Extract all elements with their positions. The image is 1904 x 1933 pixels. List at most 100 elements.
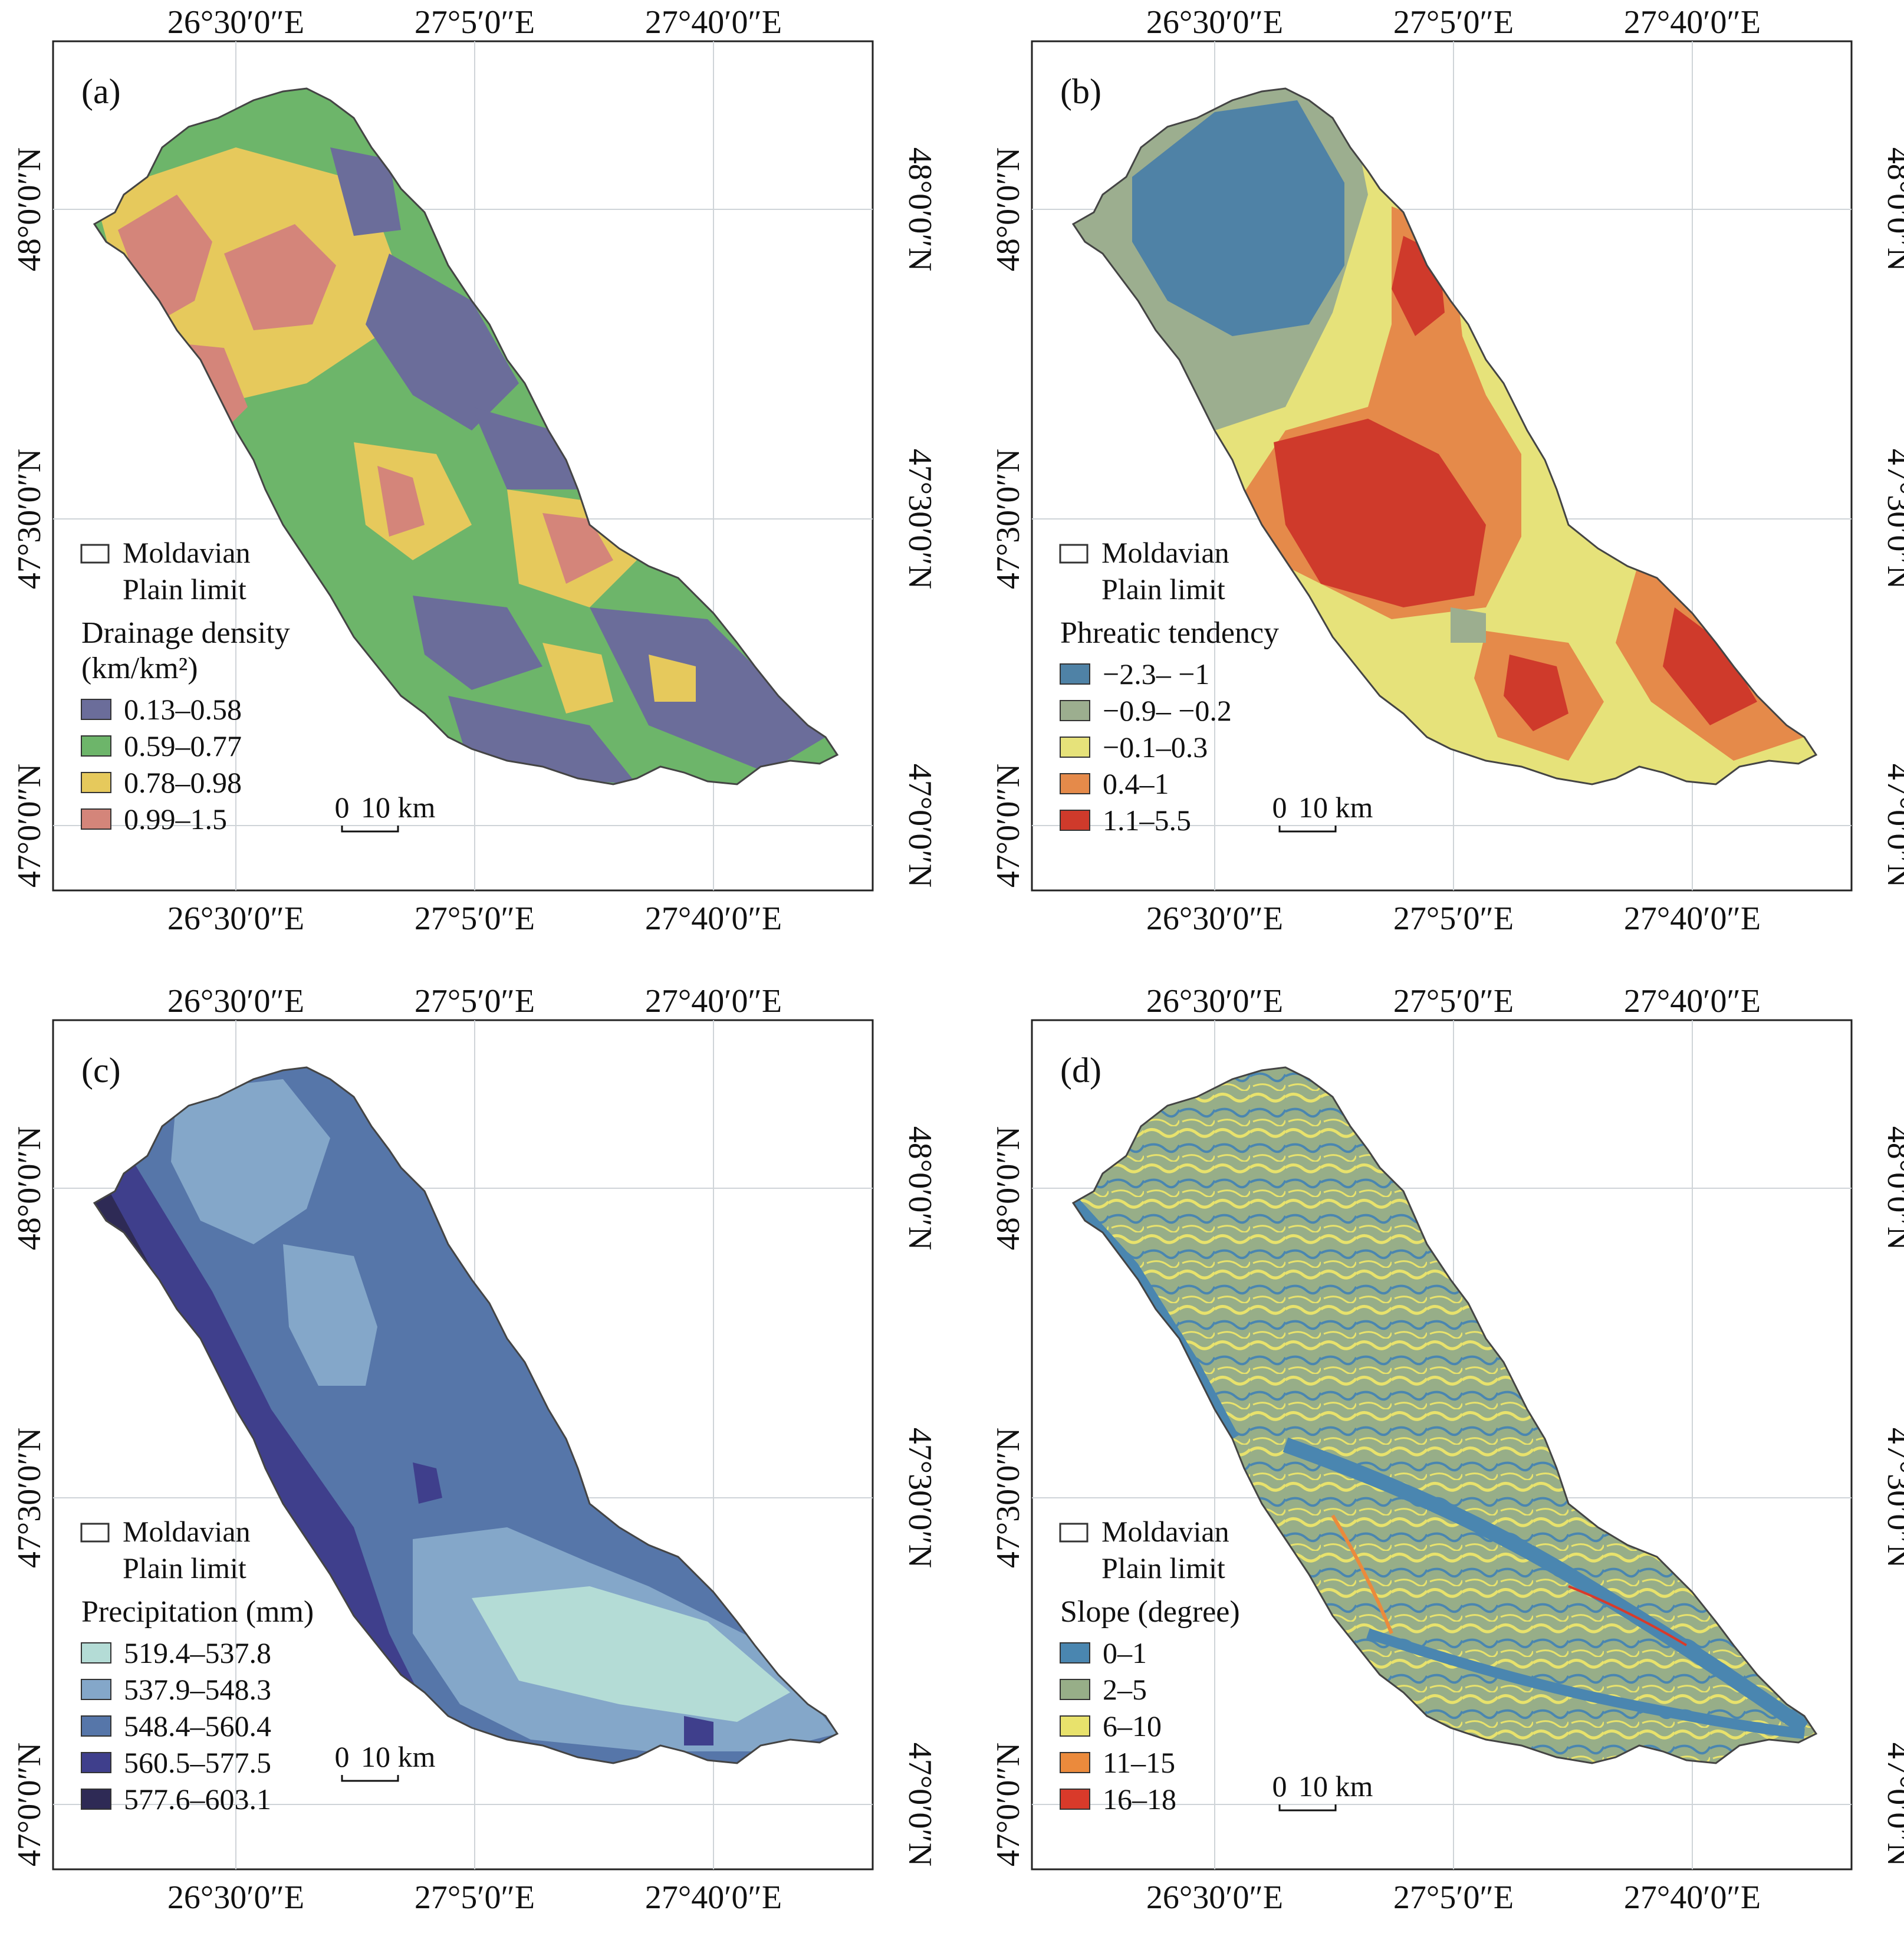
scale-bar <box>341 1775 399 1782</box>
legend-class-label: 0.99–1.5 <box>124 803 227 836</box>
lat-label-left: 47°30′0″N <box>11 1428 48 1568</box>
lon-label-top: 27°5′0″E <box>1393 4 1514 41</box>
panel-label: (c) <box>81 1051 121 1090</box>
legend-swatch <box>81 1715 111 1737</box>
scale-bar-zero: 0 <box>1272 791 1287 824</box>
scale-bar <box>1278 826 1337 833</box>
legend-swatch <box>81 772 111 793</box>
lon-label-bottom: 27°40′0″E <box>1624 900 1761 937</box>
plain-limit-label: Moldavian <box>123 1515 251 1548</box>
lon-label-bottom: 27°5′0″E <box>1393 1879 1514 1916</box>
lat-label-right: 48°0′0″N <box>902 1126 938 1250</box>
lat-label-left: 48°0′0″N <box>990 1126 1027 1250</box>
lat-label-right: 48°0′0″N <box>902 147 938 271</box>
plain-limit-label: Plain limit <box>123 573 246 606</box>
legend-class-label: 560.5–577.5 <box>124 1746 271 1779</box>
panel-d <box>1031 1019 1853 1870</box>
legend-swatch <box>81 699 111 720</box>
scale-bar-value: 10 km <box>1298 1770 1373 1803</box>
legend-class-label: 1.1–5.5 <box>1103 804 1191 837</box>
legend-class-label: 2–5 <box>1103 1673 1147 1706</box>
legend-title: Drainage density <box>81 616 290 650</box>
panel-b <box>1031 40 1853 892</box>
legend-swatch <box>1060 1715 1090 1737</box>
lon-label-top: 26°30′0″E <box>167 4 304 41</box>
lat-label-left: 47°0′0″N <box>11 764 48 887</box>
lat-label-right: 47°30′0″N <box>1880 1428 1904 1568</box>
lon-label-bottom: 26°30′0″E <box>167 900 304 937</box>
lat-label-right: 48°0′0″N <box>1880 147 1904 271</box>
lat-label-right: 47°0′0″N <box>1880 764 1904 887</box>
legend-class-label: 519.4–537.8 <box>124 1636 271 1669</box>
legend-swatch <box>1060 810 1090 831</box>
lon-label-top: 26°30′0″E <box>1146 983 1283 1020</box>
panel-label: (d) <box>1060 1051 1101 1090</box>
legend-class-label: 0.4–1 <box>1103 767 1169 800</box>
legend-swatch <box>81 808 111 830</box>
lon-label-bottom: 27°5′0″E <box>415 900 535 937</box>
lon-label-top: 27°5′0″E <box>415 4 535 41</box>
lat-label-left: 47°0′0″N <box>11 1743 48 1866</box>
plain-limit-label: Plain limit <box>1101 573 1225 606</box>
legend-class-label: −2.3– −1 <box>1103 658 1209 691</box>
lon-label-top: 27°40′0″E <box>1624 983 1761 1020</box>
legend-class-label: 537.9–548.3 <box>124 1673 271 1706</box>
legend-class-label: −0.1–0.3 <box>1103 731 1208 764</box>
lon-label-bottom: 27°5′0″E <box>1393 900 1514 937</box>
lat-label-left: 47°30′0″N <box>11 449 48 589</box>
scale-bar-zero: 0 <box>335 791 350 824</box>
lat-label-left: 47°30′0″N <box>990 1428 1027 1568</box>
lat-label-right: 48°0′0″N <box>1880 1126 1904 1250</box>
lat-label-left: 47°0′0″N <box>990 764 1027 887</box>
lon-label-top: 27°5′0″E <box>1393 983 1514 1020</box>
lat-label-right: 47°0′0″N <box>902 764 938 887</box>
lat-label-right: 47°0′0″N <box>902 1743 938 1866</box>
scale-bar-zero: 0 <box>1272 1770 1287 1803</box>
legend-class-label: 548.4–560.4 <box>124 1710 271 1743</box>
lat-label-left: 48°0′0″N <box>11 147 48 271</box>
lat-label-right: 47°30′0″N <box>902 1428 938 1568</box>
lon-label-bottom: 27°5′0″E <box>415 1879 535 1916</box>
legend-title: Slope (degree) <box>1060 1595 1240 1629</box>
lon-label-bottom: 26°30′0″E <box>1146 1879 1283 1916</box>
plain-limit-label: Moldavian <box>123 536 251 569</box>
plain-limit-swatch <box>80 1523 110 1543</box>
lon-label-top: 27°5′0″E <box>415 983 535 1020</box>
legend-title: Phreatic tendency <box>1060 616 1279 650</box>
scale-bar-value: 10 km <box>361 1740 436 1773</box>
legend-title: (km/km²) <box>81 652 198 685</box>
scale-bar <box>341 826 399 833</box>
lon-label-top: 27°40′0″E <box>645 983 782 1020</box>
panel-a <box>52 40 874 892</box>
legend-class-label: 6–10 <box>1103 1710 1162 1743</box>
legend-swatch <box>81 1679 111 1700</box>
lon-label-bottom: 27°40′0″E <box>1624 1879 1761 1916</box>
lon-label-top: 26°30′0″E <box>167 983 304 1020</box>
lat-label-right: 47°30′0″N <box>902 449 938 589</box>
panel-c <box>52 1019 874 1870</box>
legend-swatch <box>1060 700 1090 721</box>
legend-swatch <box>1060 773 1090 794</box>
legend-class-label: 577.6–603.1 <box>124 1783 271 1816</box>
lon-label-bottom: 26°30′0″E <box>1146 900 1283 937</box>
labels-layer: 26°30′0″E 26°30′0″E 27°5′0″E 27°5′0″E 27°40′… <box>11 4 1904 1916</box>
lon-label-top: 27°40′0″E <box>645 4 782 41</box>
plain-limit-swatch <box>80 544 110 564</box>
lat-label-left: 48°0′0″N <box>990 147 1027 271</box>
legend-swatch <box>1060 663 1090 685</box>
lon-label-top: 26°30′0″E <box>1146 4 1283 41</box>
lon-label-bottom: 26°30′0″E <box>167 1879 304 1916</box>
legend-swatch <box>81 735 111 757</box>
legend-class-label: 0–1 <box>1103 1636 1147 1669</box>
legend-title: Precipitation (mm) <box>81 1595 314 1629</box>
panel-label: (b) <box>1060 72 1101 111</box>
legend-class-label: 0.13–0.58 <box>124 693 242 726</box>
lat-label-left: 47°30′0″N <box>990 449 1027 589</box>
scale-bar <box>1278 1804 1337 1812</box>
lat-label-left: 48°0′0″N <box>11 1126 48 1250</box>
legend-swatch <box>1060 1752 1090 1773</box>
lat-label-right: 47°0′0″N <box>1880 1743 1904 1866</box>
plain-limit-label: Plain limit <box>1101 1551 1225 1584</box>
legend-class-label: 16–18 <box>1103 1783 1176 1816</box>
